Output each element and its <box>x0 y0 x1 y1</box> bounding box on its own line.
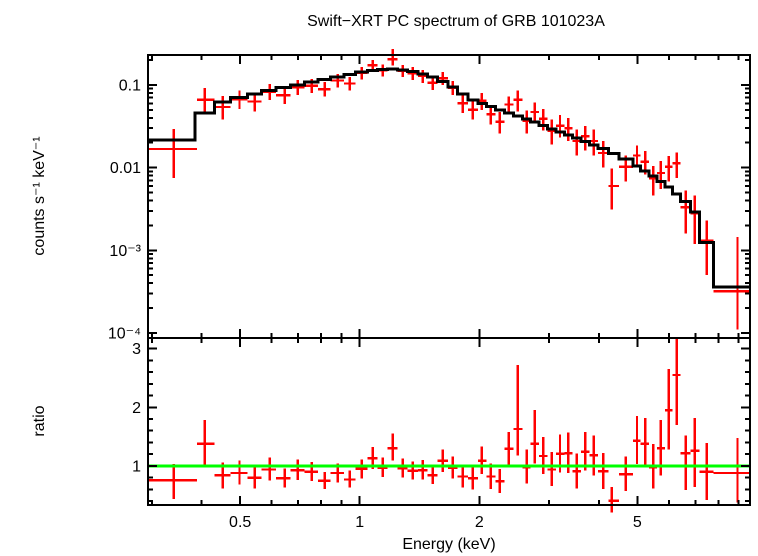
ratio-bin <box>477 446 487 475</box>
spectrum-bin <box>608 168 620 210</box>
ratio-bin <box>690 417 700 488</box>
ratio-bin <box>598 453 609 489</box>
spectrum-bin <box>713 236 750 330</box>
ratio-bin <box>538 437 548 475</box>
spectrum-bin <box>417 69 428 83</box>
y-tick-label: 10⁻⁴ <box>108 325 141 342</box>
ratio-bin <box>196 420 215 468</box>
x-tick-label: 0.5 <box>229 514 251 531</box>
spectrum-bin <box>247 92 262 112</box>
ratio-bin <box>417 460 428 480</box>
spectrum-bin <box>581 125 590 151</box>
ratio-bin <box>530 410 539 464</box>
ratio-bin <box>699 443 714 501</box>
ratio-bin <box>355 459 368 479</box>
y-axis-label-ratio: ratio <box>31 405 48 436</box>
spectrum-bin <box>148 128 197 178</box>
y-tick-label: 1 <box>132 458 141 475</box>
spectrum-bin <box>196 87 215 115</box>
ratio-bin <box>247 466 262 489</box>
spectrum-bin <box>564 117 573 141</box>
ratio-bin <box>230 460 248 485</box>
ratio-bin <box>672 338 681 425</box>
ratio-bin <box>547 451 556 486</box>
y-tick-label: 2 <box>132 400 141 417</box>
spectrum-bin <box>680 190 691 234</box>
spectrum-bin <box>664 155 673 182</box>
model-step-path <box>148 67 750 289</box>
y-tick-label: 10⁻³ <box>109 243 141 260</box>
y-axis-label-spectrum: counts s⁻¹ keV⁻¹ <box>31 136 48 255</box>
ratio-bin <box>275 468 291 488</box>
spectrum-bin <box>275 87 291 104</box>
ratio-bin <box>317 471 331 489</box>
ratio-bin <box>437 449 448 472</box>
ratio-bin <box>387 433 398 461</box>
model-line <box>148 67 750 289</box>
ratio-bin <box>680 435 691 491</box>
spectrum-bin <box>504 96 514 114</box>
ratio-bin <box>148 464 197 499</box>
ratio-bin <box>572 453 582 489</box>
spectrum-bin <box>214 96 231 120</box>
x-axis-label: Energy (keV) <box>402 536 495 553</box>
ratio-bin <box>290 459 305 481</box>
ratio-bin <box>664 369 673 450</box>
spectrum-bin <box>598 140 609 168</box>
spectrum-bin <box>657 161 665 190</box>
ratio-bin <box>504 431 514 465</box>
ratio-bin <box>640 417 649 468</box>
ratio-bin <box>397 458 408 478</box>
spectrum-bin <box>407 67 418 80</box>
spectrum-bin <box>317 82 331 97</box>
spectrum-bin <box>290 80 305 95</box>
axes-ticks <box>148 55 750 505</box>
ratio-panel-frame <box>147 337 751 506</box>
ratio-bin <box>343 470 356 488</box>
x-tick-label: 1 <box>355 514 364 531</box>
y-tick-label: 3 <box>132 341 141 358</box>
y-tick-label: 0.1 <box>119 77 141 94</box>
spectrum-bin <box>632 145 641 168</box>
y-tick-label: 0.01 <box>110 160 141 177</box>
ratio-bin <box>632 416 641 465</box>
spectrum-bin <box>555 115 565 138</box>
spectrum-bin <box>486 105 496 125</box>
ratio-bin <box>619 456 633 492</box>
spectrum-bin <box>457 94 468 113</box>
spectrum-bin <box>672 152 681 178</box>
spectrum-bin <box>538 109 548 131</box>
ratio-bin <box>261 457 276 481</box>
ratio-data-series <box>148 338 750 513</box>
chart-title: Swift−XRT PC spectrum of GRB 101023A <box>307 13 605 30</box>
spectrum-bin <box>513 90 523 112</box>
spectrum-bin <box>495 112 505 134</box>
spectrum-bin <box>530 102 539 123</box>
axes-frame <box>147 54 751 506</box>
spectrum-bin <box>699 220 714 276</box>
x-tick-label: 2 <box>475 514 484 531</box>
ratio-bin <box>486 463 496 489</box>
spectrum-bin <box>387 49 398 66</box>
ratio-bin <box>581 431 590 471</box>
spectrum-data-series <box>148 49 750 330</box>
ratio-bin <box>427 465 438 485</box>
ratio-bin <box>589 435 599 476</box>
ratio-bin <box>713 437 750 503</box>
ratio-bin <box>407 461 418 480</box>
axes-tick-labels: 0.5 1 2 5 0.1 0.01 10⁻³ 10⁻⁴ 1 2 3 <box>108 77 642 531</box>
spectrum-bin <box>230 90 248 110</box>
ratio-bin <box>457 464 468 488</box>
spectrum-bin <box>343 76 356 91</box>
spectrum-bin <box>467 100 478 120</box>
ratio-bin <box>495 468 505 493</box>
ratio-bin <box>513 365 523 456</box>
ratio-bin <box>608 487 620 513</box>
x-tick-label: 5 <box>633 514 642 531</box>
ratio-bin <box>467 466 478 490</box>
